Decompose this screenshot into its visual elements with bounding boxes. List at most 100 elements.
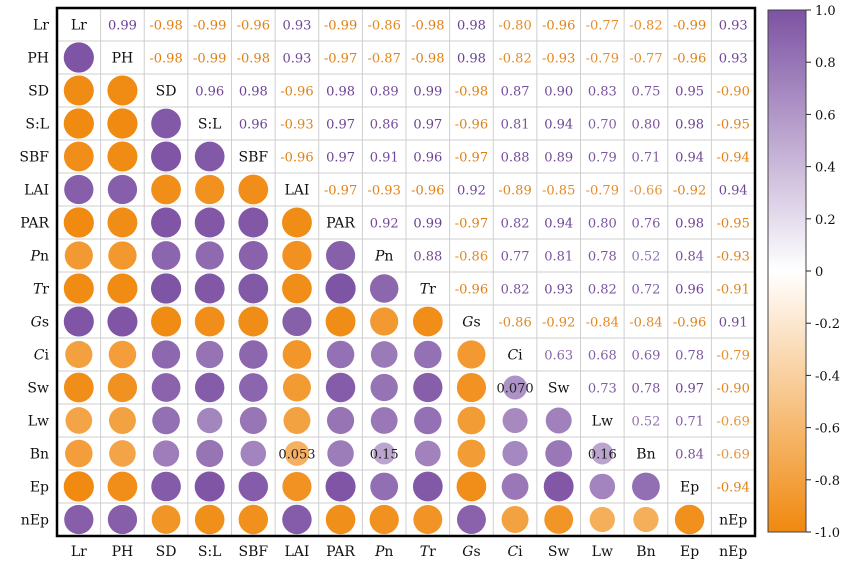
correlation-circle [196, 439, 224, 468]
correlation-circle [282, 273, 312, 304]
correlation-circle [282, 306, 312, 337]
correlation-circle [238, 306, 269, 337]
value-label: -0.97 [324, 52, 357, 67]
correlation-circle [282, 340, 312, 369]
colorbar-tick-label: -1.0 [815, 526, 840, 541]
correlation-circle [108, 241, 137, 270]
value-label: 0.96 [239, 118, 268, 133]
correlation-circle [544, 505, 574, 534]
row-label: SD [28, 84, 49, 100]
value-label: -0.98 [455, 85, 488, 100]
correlation-circle [151, 373, 181, 402]
row-label: nEp [21, 513, 49, 529]
value-label: -0.96 [673, 52, 706, 67]
correlation-circle [64, 241, 93, 270]
diagonal-label: S:L [198, 117, 222, 133]
value-label: -0.99 [193, 52, 226, 67]
correlation-circle [326, 240, 356, 271]
correlation-circle [194, 504, 225, 535]
value-label: -0.69 [717, 448, 750, 463]
value-label: -0.93 [280, 118, 313, 133]
value-label: -0.96 [280, 85, 313, 100]
correlation-circle [108, 340, 137, 369]
value-label: -0.79 [586, 184, 619, 199]
value-label: -0.82 [629, 19, 662, 34]
diagonal-label: Lw [592, 414, 613, 430]
correlation-circle [370, 307, 399, 336]
column-label: Lr [71, 544, 87, 560]
value-label: 0.93 [719, 19, 748, 34]
colorbar-tick-label: -0.2 [815, 317, 840, 332]
value-label: -0.89 [498, 184, 531, 199]
value-label: 0.94 [719, 184, 748, 199]
correlation-circle [326, 340, 355, 369]
value-label: -0.93 [542, 52, 575, 67]
correlation-circle [107, 372, 138, 403]
correlation-circle [414, 406, 442, 435]
diagonal-label: nEp [719, 513, 747, 529]
correlation-circle [281, 207, 312, 238]
value-label: 0.98 [675, 217, 704, 232]
circle-value-label: 0.15 [370, 448, 399, 463]
row-label: PAR [20, 216, 49, 232]
value-label: -0.80 [498, 19, 531, 34]
correlation-circle [107, 174, 138, 205]
correlation-circle [151, 471, 181, 502]
value-label: -0.96 [455, 118, 488, 133]
value-label: 0.83 [588, 85, 617, 100]
correlation-circle [194, 372, 225, 403]
value-label: -0.97 [324, 184, 357, 199]
value-label: 0.68 [588, 349, 617, 364]
value-label: 0.93 [544, 283, 573, 298]
correlation-circle [107, 471, 138, 502]
correlation-circle [63, 372, 94, 403]
value-label: -0.93 [368, 184, 401, 199]
correlation-circle [457, 406, 486, 435]
correlation-circle [238, 373, 268, 402]
colorbar-tick-label: 0 [815, 265, 823, 280]
value-label: -0.79 [717, 349, 750, 364]
value-label: -0.98 [149, 52, 182, 67]
column-label: LAI [284, 544, 309, 560]
correlation-circle [325, 306, 356, 337]
correlation-circle [632, 472, 660, 501]
correlation-circle [502, 440, 528, 467]
correlation-circle [195, 174, 225, 205]
correlation-circle [456, 471, 487, 502]
correlation-circle [107, 75, 138, 106]
value-label: 0.96 [675, 283, 704, 298]
row-label: Bn [30, 447, 49, 463]
correlation-circle [64, 504, 94, 535]
correlation-circle [151, 174, 181, 205]
value-label: 0.93 [282, 52, 311, 67]
value-label: -0.82 [498, 52, 531, 67]
correlation-circle [151, 306, 182, 337]
correlation-circle [150, 273, 182, 304]
value-label: -0.96 [542, 19, 575, 34]
diagonal-label: Gs [462, 315, 480, 331]
value-label: -0.92 [542, 316, 575, 331]
correlation-circle [282, 471, 312, 502]
correlation-circle [109, 440, 136, 467]
value-label: 0.88 [501, 151, 530, 166]
correlation-circle [674, 504, 705, 535]
value-label: 0.90 [544, 85, 573, 100]
correlation-circle [413, 372, 443, 403]
correlation-circle [107, 207, 138, 238]
correlation-circle [63, 42, 94, 73]
value-label: 0.89 [544, 151, 573, 166]
value-label: -0.96 [280, 151, 313, 166]
value-label: -0.79 [586, 52, 619, 67]
row-label: Lw [28, 414, 49, 430]
value-label: -0.84 [629, 316, 662, 331]
value-label: 0.78 [588, 250, 617, 265]
value-label: 0.76 [631, 217, 660, 232]
correlation-circle [327, 440, 354, 467]
value-label: 0.86 [370, 118, 399, 133]
correlation-circle [326, 406, 355, 435]
value-label: 0.72 [631, 283, 660, 298]
correlation-circle [501, 473, 529, 500]
row-labels: Lr PH SD S:L SBF LAI PAR Pn Tr Gs Ci Sw Lw Bn Ep nEp [19, 18, 49, 529]
diagonal-label: Tr [420, 282, 436, 298]
correlation-circle [457, 439, 486, 468]
